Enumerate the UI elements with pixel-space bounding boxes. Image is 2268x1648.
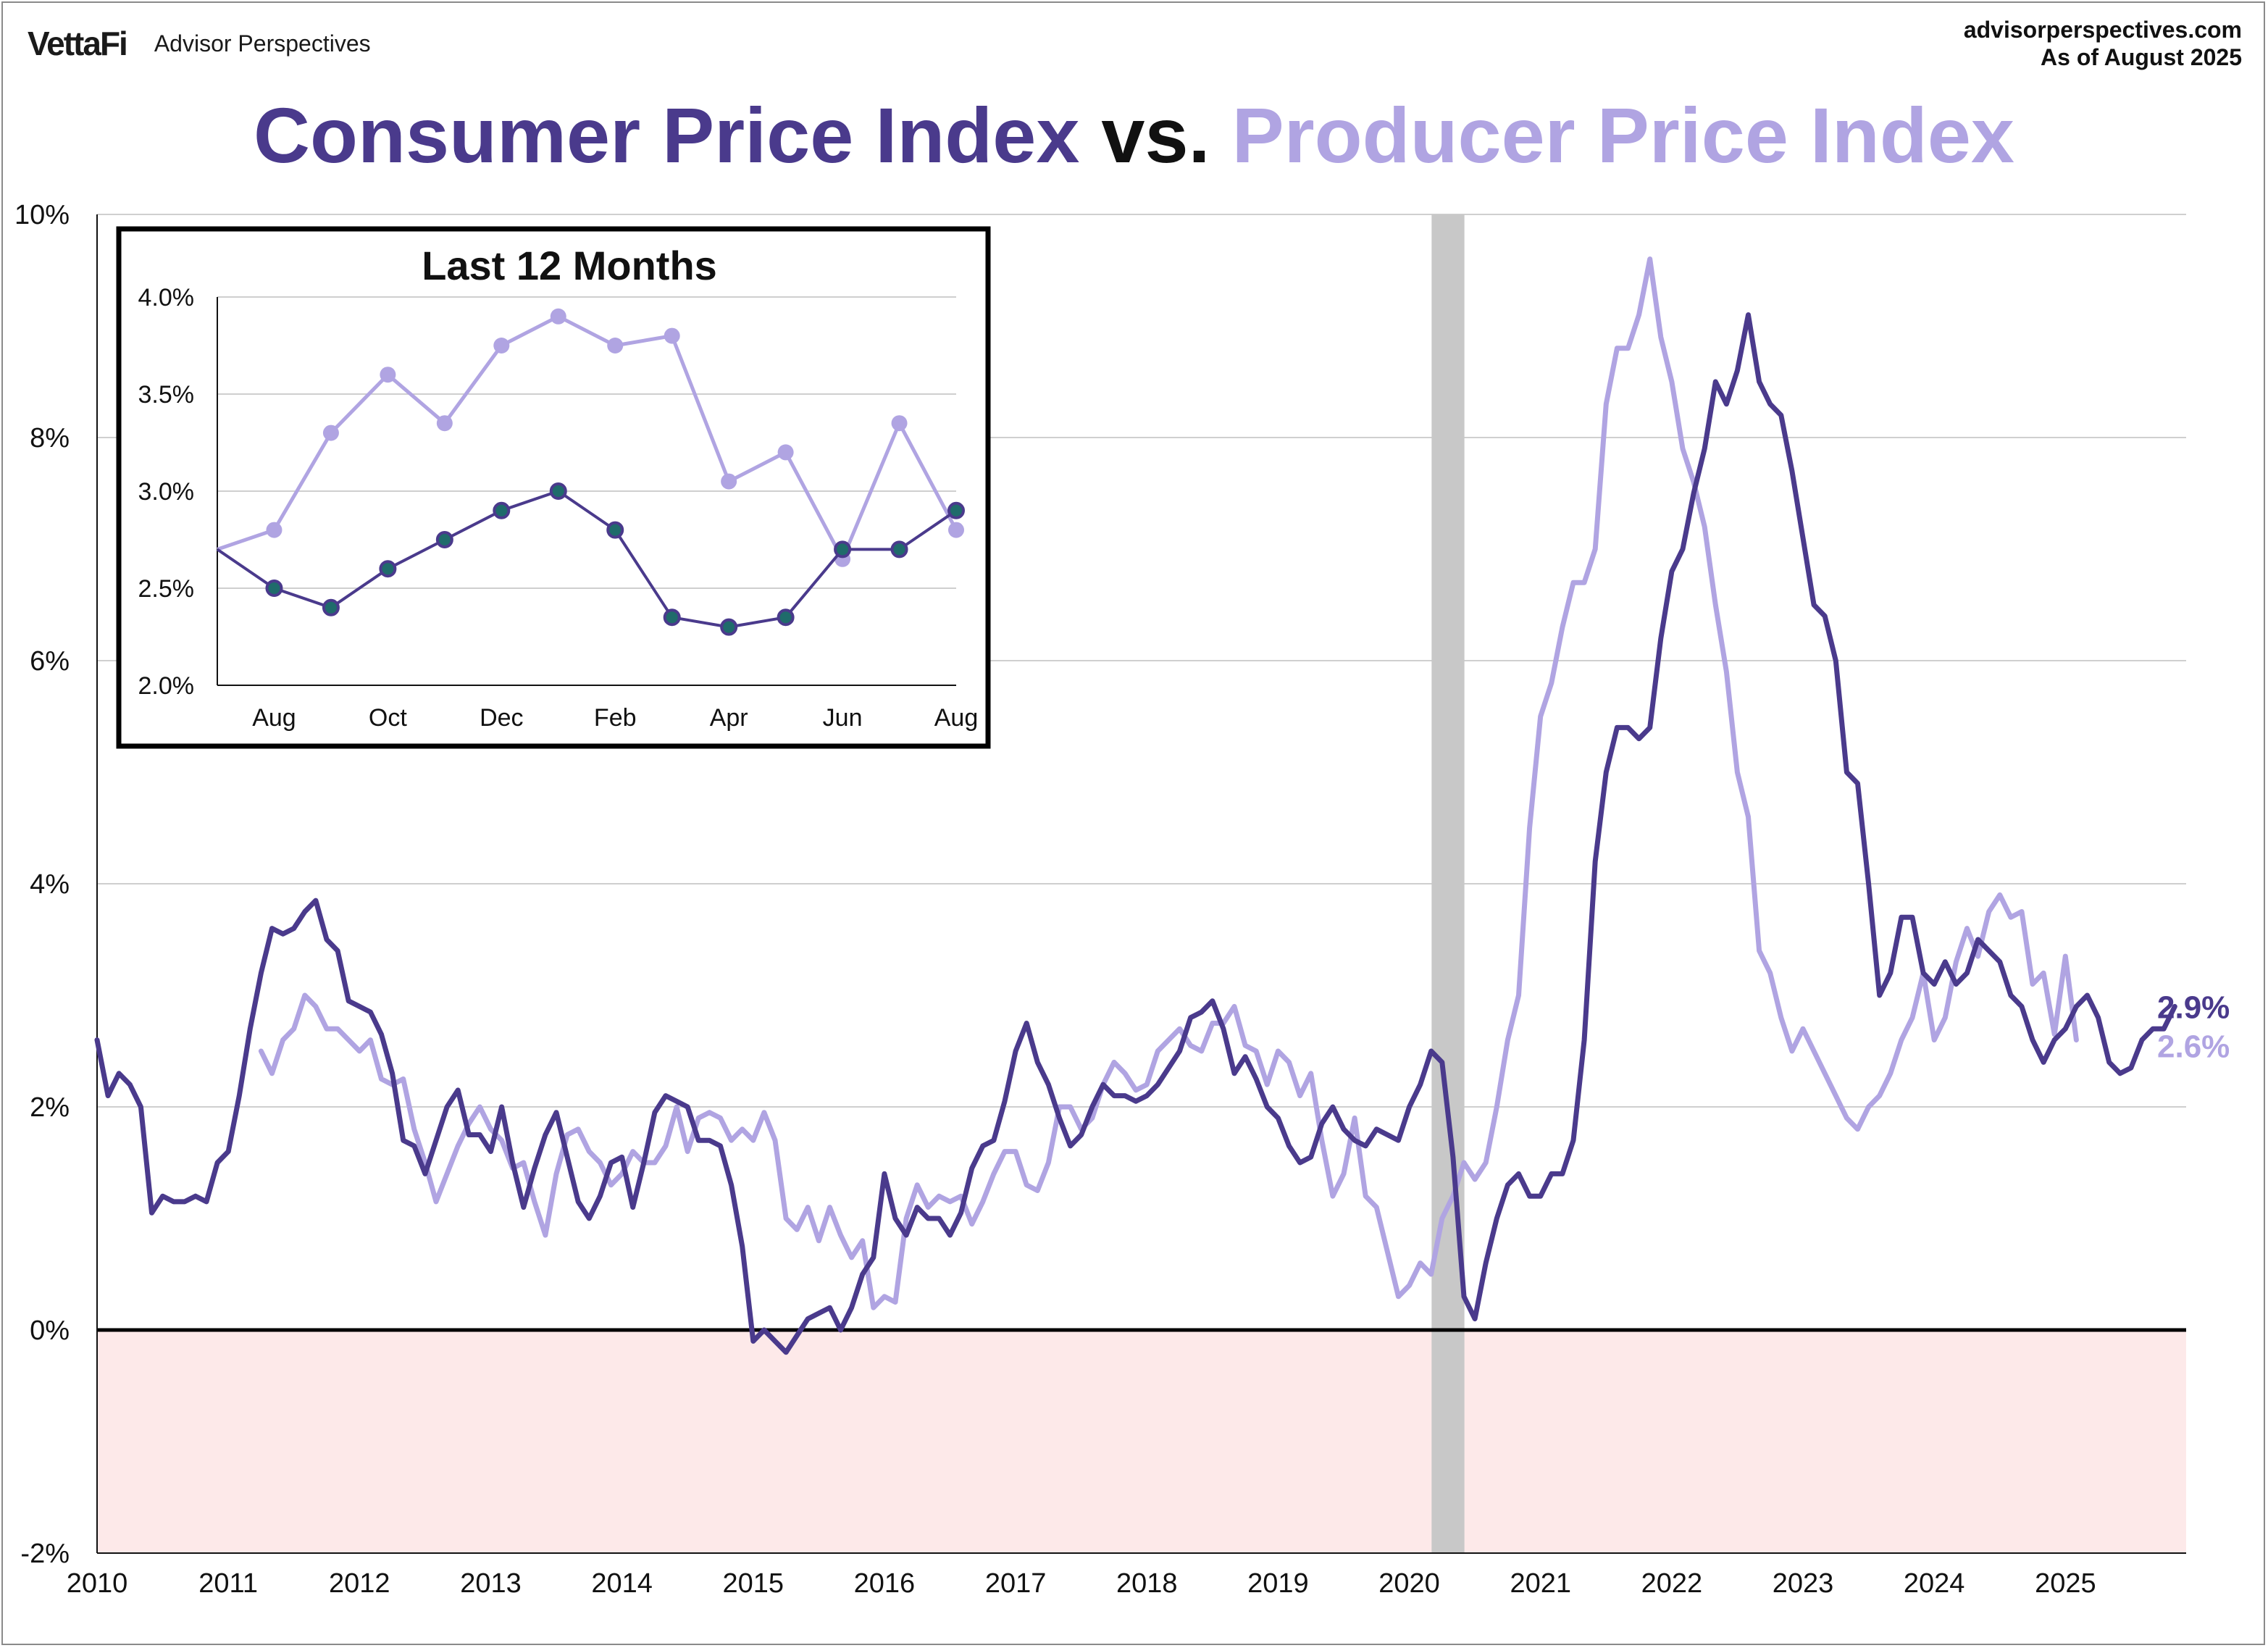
inset-ppi-point [550,308,566,325]
inset-ppi-point [777,444,794,461]
ppi-end-label: 2.6% [2157,1029,2230,1065]
inset-cpi-point [379,560,397,578]
recession-band [1431,214,1465,1553]
x-tick-label: 2022 [1641,1568,1703,1599]
inset-ppi-point [721,473,737,490]
inset-y-tick-label: 2.0% [138,672,195,700]
source-url: advisorperspectives.com [1963,17,2242,43]
brand-name: Advisor Perspectives [154,30,371,57]
x-tick-label: 2011 [198,1568,258,1599]
x-tick-label: 2016 [854,1568,916,1599]
source-block: advisorperspectives.com As of August 202… [1964,16,2242,71]
vettafi-logo: VettaFi [28,25,128,62]
inset-ppi-point [322,424,339,441]
x-tick-label: 2024 [1904,1568,1965,1599]
inset-cpi-point [777,608,795,627]
inset-cpi-point [606,521,624,539]
title-vs: vs. [1079,91,1232,179]
inset-y-tick-label: 3.5% [138,381,195,409]
inset-cpi-point [322,598,340,616]
inset-cpi-point [720,618,738,636]
inset-x-tick-label: Aug [934,704,979,732]
x-tick-label: 2019 [1247,1568,1309,1599]
inset-cpi-point [834,540,852,559]
x-tick-label: 2020 [1378,1568,1440,1599]
x-tick-label: 2018 [1116,1568,1178,1599]
inset-cpi-point [493,501,511,519]
title-cpi: Consumer Price Index [254,91,1080,179]
inset-cpi-point [947,501,965,519]
inset-ppi-point [380,367,396,383]
inset-cpi-point [435,531,453,548]
inset-cpi-point [265,580,283,597]
inset-x-tick-label: Oct [369,704,407,732]
inset-chart: Last 12 Months 2.0% 2.5% 3.0% 3.5% 4.0% Aug Oct… [116,226,991,749]
y-tick-label: 6% [30,646,70,677]
inset-ppi-point [266,522,283,538]
x-tick-label: 2023 [1773,1568,1834,1599]
x-tick-label: 2014 [591,1568,653,1599]
x-tick-label: 2017 [985,1568,1047,1599]
inset-ppi-point [436,415,453,432]
chart-title: Consumer Price Index vs. Producer Price … [0,88,2268,183]
brand-header: VettaFi Advisor Perspectives [28,22,371,65]
inset-y-tick-label: 3.0% [138,478,195,506]
inset-cpi-point [663,608,681,627]
inset-ppi-line [217,314,958,561]
inset-cpi-line [216,490,958,629]
as-of-date: As of August 2025 [2041,44,2242,70]
inset-ppi-point [607,338,624,354]
y-tick-label: 0% [30,1316,70,1346]
cpi-end-label: 2.9% [2157,990,2230,1025]
y-tick-label: 4% [30,869,70,900]
title-ppi: Producer Price Index [1231,91,2014,179]
inset-ppi-point [493,338,510,354]
y-tick-label: 2% [30,1092,70,1123]
inset-x-tick-label: Jun [823,704,863,732]
cpi-series-line [94,312,2177,1355]
inset-ppi-point [948,522,964,538]
inset-cpi-point [890,540,908,559]
x-tick-label: 2025 [2035,1568,2096,1599]
inset-x-tick-label: Apr [710,704,748,732]
x-tick-label: 2015 [723,1568,784,1599]
x-tick-label: 2013 [460,1568,522,1599]
inset-title: Last 12 Months [422,243,717,288]
x-tick-label: 2021 [1510,1568,1571,1599]
inset-x-tick-label: Dec [480,704,523,732]
y-tick-label: -2% [20,1539,70,1569]
negative-zone [97,1330,2186,1553]
y-tick-label: 10% [14,200,70,230]
inset-y-tick-label: 2.5% [138,575,195,603]
inset-ppi-point [891,415,908,432]
inset-y-tick-label: 4.0% [138,284,195,311]
inset-x-tick-label: Aug [252,704,296,732]
y-tick-label: 8% [30,423,70,453]
inset-ppi-point [664,327,680,344]
x-tick-label: 2012 [329,1568,390,1599]
x-tick-label: 2010 [67,1568,128,1599]
inset-x-tick-label: Feb [594,704,637,732]
inset-cpi-point [549,482,567,500]
